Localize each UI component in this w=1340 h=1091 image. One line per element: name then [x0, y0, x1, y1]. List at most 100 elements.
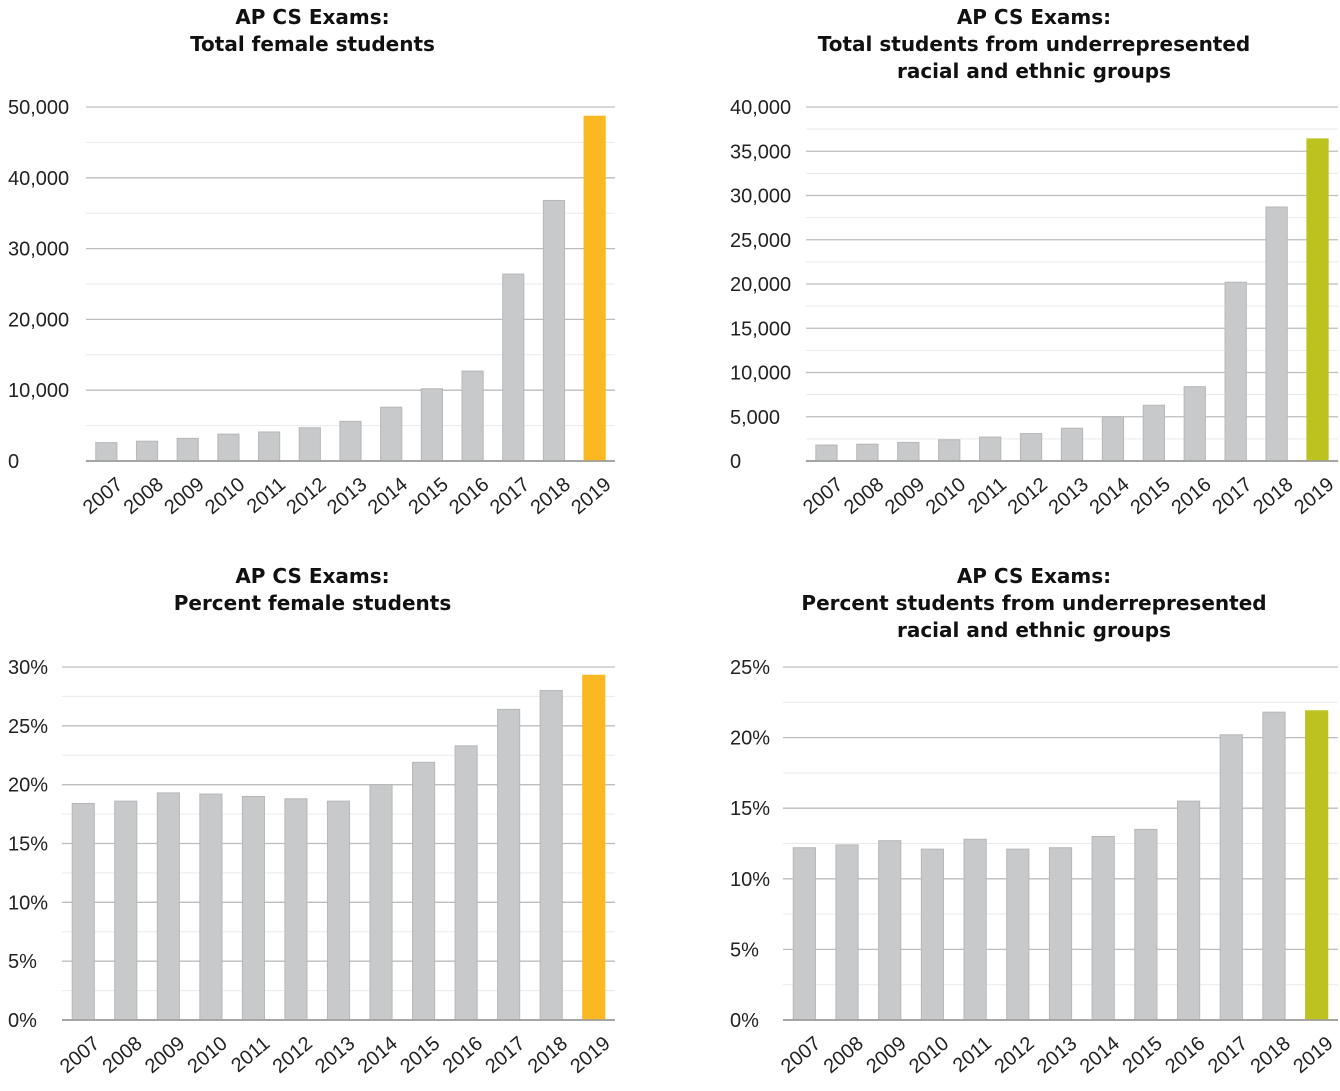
y-tick-label: 15% [730, 798, 770, 820]
x-tick-label: 2010 [922, 473, 970, 518]
bar [217, 433, 240, 462]
x-tick-label: 2014 [364, 473, 412, 518]
chart-title-line: Percent female students [173, 591, 452, 615]
bar [135, 440, 159, 462]
chart-total-underrepresented: AP CS Exams: Total students from underre… [670, 0, 1340, 540]
chart-percent-underrepresented: AP CS Exams: Percent students from under… [670, 560, 1340, 1091]
y-tick-label: 20% [8, 775, 48, 797]
y-tick-label: 25,000 [730, 230, 791, 252]
bar [369, 784, 393, 1021]
x-tick-label: 2011 [243, 473, 290, 518]
bar [1019, 433, 1043, 462]
bar [199, 793, 223, 1021]
x-tick-label: 2019 [567, 473, 615, 518]
x-tick-label: 2013 [1033, 1032, 1081, 1077]
bar [963, 838, 987, 1021]
y-tick-label: 10% [8, 892, 48, 914]
bar [1048, 847, 1073, 1021]
bar-chart-svg: 0%5%10%15%20%25%30%200720082009201020112… [8, 657, 615, 1078]
x-tick-label: 2010 [905, 1032, 953, 1077]
x-tick-label: 2012 [1004, 473, 1052, 518]
y-tick-label: 30,000 [8, 239, 69, 261]
bar [920, 848, 945, 1021]
bar [1265, 206, 1288, 462]
bar [1091, 835, 1115, 1021]
bar [461, 370, 484, 462]
bar [1262, 711, 1286, 1021]
x-tick-label: 2018 [524, 1032, 572, 1077]
x-tick-label: 2019 [566, 1032, 614, 1077]
y-tick-label: 35,000 [730, 141, 791, 163]
bar [878, 840, 902, 1021]
x-tick-label: 2015 [1126, 473, 1174, 518]
y-tick-label: 10% [730, 869, 770, 891]
y-tick-label: 10,000 [730, 363, 791, 385]
x-tick-label: 2014 [1076, 1032, 1124, 1077]
x-tick-label: 2013 [311, 1032, 359, 1077]
x-tick-label: 2016 [1167, 473, 1215, 518]
bar [176, 437, 199, 462]
x-tick-label: 2013 [323, 473, 371, 518]
chart-title-line: racial and ethnic groups [896, 59, 1172, 83]
chart-title: AP CS Exams: Total female students [0, 4, 625, 58]
bar [1183, 386, 1206, 462]
y-tick-label: 0 [730, 451, 741, 473]
bar [114, 800, 138, 1021]
bar [938, 439, 961, 462]
x-tick-label: 2007 [777, 1032, 825, 1077]
x-tick-label: 2018 [527, 473, 575, 518]
chart-title: AP CS Exams: Percent female students [0, 563, 625, 617]
x-tick-label: 2012 [990, 1032, 1038, 1077]
bar [1219, 734, 1243, 1021]
bar [1006, 848, 1030, 1021]
y-tick-label: 0% [730, 1010, 759, 1032]
x-tick-label: 2011 [964, 473, 1011, 518]
bar [542, 199, 566, 462]
x-tick-label: 2016 [439, 1032, 487, 1077]
x-tick-label: 2014 [1086, 473, 1134, 518]
bar-chart-svg: 010,00020,00030,00040,00050,000200720082… [8, 97, 616, 519]
bar [1134, 828, 1158, 1021]
bar [815, 444, 838, 462]
x-tick-label: 2011 [227, 1032, 274, 1077]
bar [298, 427, 321, 462]
x-tick-label: 2013 [1045, 473, 1093, 518]
bar [792, 847, 816, 1021]
bar [539, 690, 563, 1021]
x-tick-label: 2007 [799, 473, 847, 518]
y-tick-label: 5,000 [730, 407, 780, 429]
y-tick-label: 40,000 [8, 168, 69, 190]
bar [71, 802, 95, 1021]
x-tick-label: 2008 [840, 473, 888, 518]
bar [258, 431, 281, 462]
bar [412, 761, 436, 1021]
bar-highlight [1305, 710, 1329, 1021]
chart-title-line: AP CS Exams: [235, 564, 390, 588]
x-tick-label: 2016 [445, 473, 493, 518]
y-tick-label: 25% [730, 657, 770, 679]
y-tick-label: 20,000 [8, 309, 69, 331]
bar-chart-svg: 0 5,000 10,000 15,000 20,000 25,000 30,000 35,0… [730, 97, 1338, 519]
bar [339, 420, 362, 462]
bar [1101, 416, 1125, 462]
x-tick-label: 2010 [201, 473, 249, 518]
x-tick-label: 2015 [405, 473, 453, 518]
x-tick-label: 2012 [269, 1032, 317, 1077]
bar [156, 792, 180, 1021]
chart-title-line: Total students from underrepresented [817, 32, 1251, 56]
x-tick-label: 2007 [56, 1032, 104, 1077]
y-tick-label: 20,000 [730, 274, 791, 296]
x-tick-label: 2019 [1289, 1032, 1337, 1077]
bar [420, 388, 443, 462]
bar [497, 708, 521, 1021]
bar [1176, 800, 1201, 1021]
bar [284, 798, 308, 1021]
bar [1224, 281, 1247, 462]
bar [241, 795, 265, 1021]
y-tick-label: 20% [730, 728, 770, 750]
bar [454, 745, 478, 1021]
y-tick-label: 15,000 [730, 318, 791, 340]
chart-title-line: Percent students from underrepresented [801, 591, 1267, 615]
x-tick-label: 2009 [862, 1032, 910, 1077]
bar [979, 436, 1002, 462]
